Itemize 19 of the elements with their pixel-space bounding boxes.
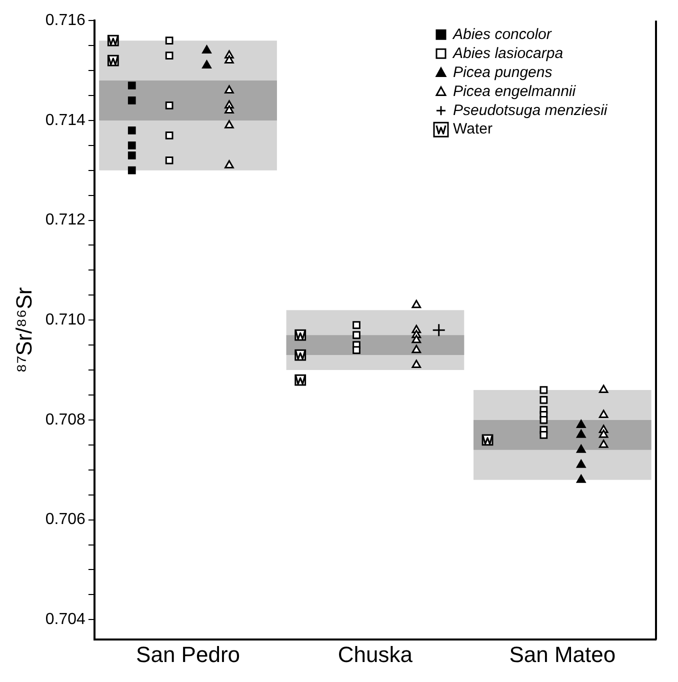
- y-tick-label: 0.712: [45, 212, 86, 229]
- legend-label: Abies lasiocarpa: [452, 44, 564, 62]
- bar: [99, 80, 277, 120]
- legend-label: Picea engelmannii: [453, 82, 576, 100]
- legend-label: Pseudotsuga menziesii: [453, 102, 608, 119]
- bar: [473, 420, 652, 450]
- y-tick-label: 0.714: [45, 112, 86, 129]
- y-tick-label: 0.708: [45, 411, 86, 428]
- y-axis-title: ⁸⁷Sr/⁸⁶Sr: [11, 287, 36, 373]
- y-tick-label: 0.704: [45, 611, 86, 628]
- x-tick-label: San Mateo: [509, 642, 616, 667]
- y-tick-label: 0.710: [45, 312, 86, 329]
- x-tick-label: Chuska: [338, 642, 414, 667]
- x-tick-label: San Pedro: [136, 642, 240, 667]
- legend-label: Abies concolor: [452, 26, 552, 43]
- y-tick-label: 0.706: [45, 511, 86, 528]
- legend-label: Water: [453, 120, 492, 138]
- legend-label: Picea pungens: [453, 64, 553, 81]
- y-tick-label: 0.716: [45, 12, 86, 30]
